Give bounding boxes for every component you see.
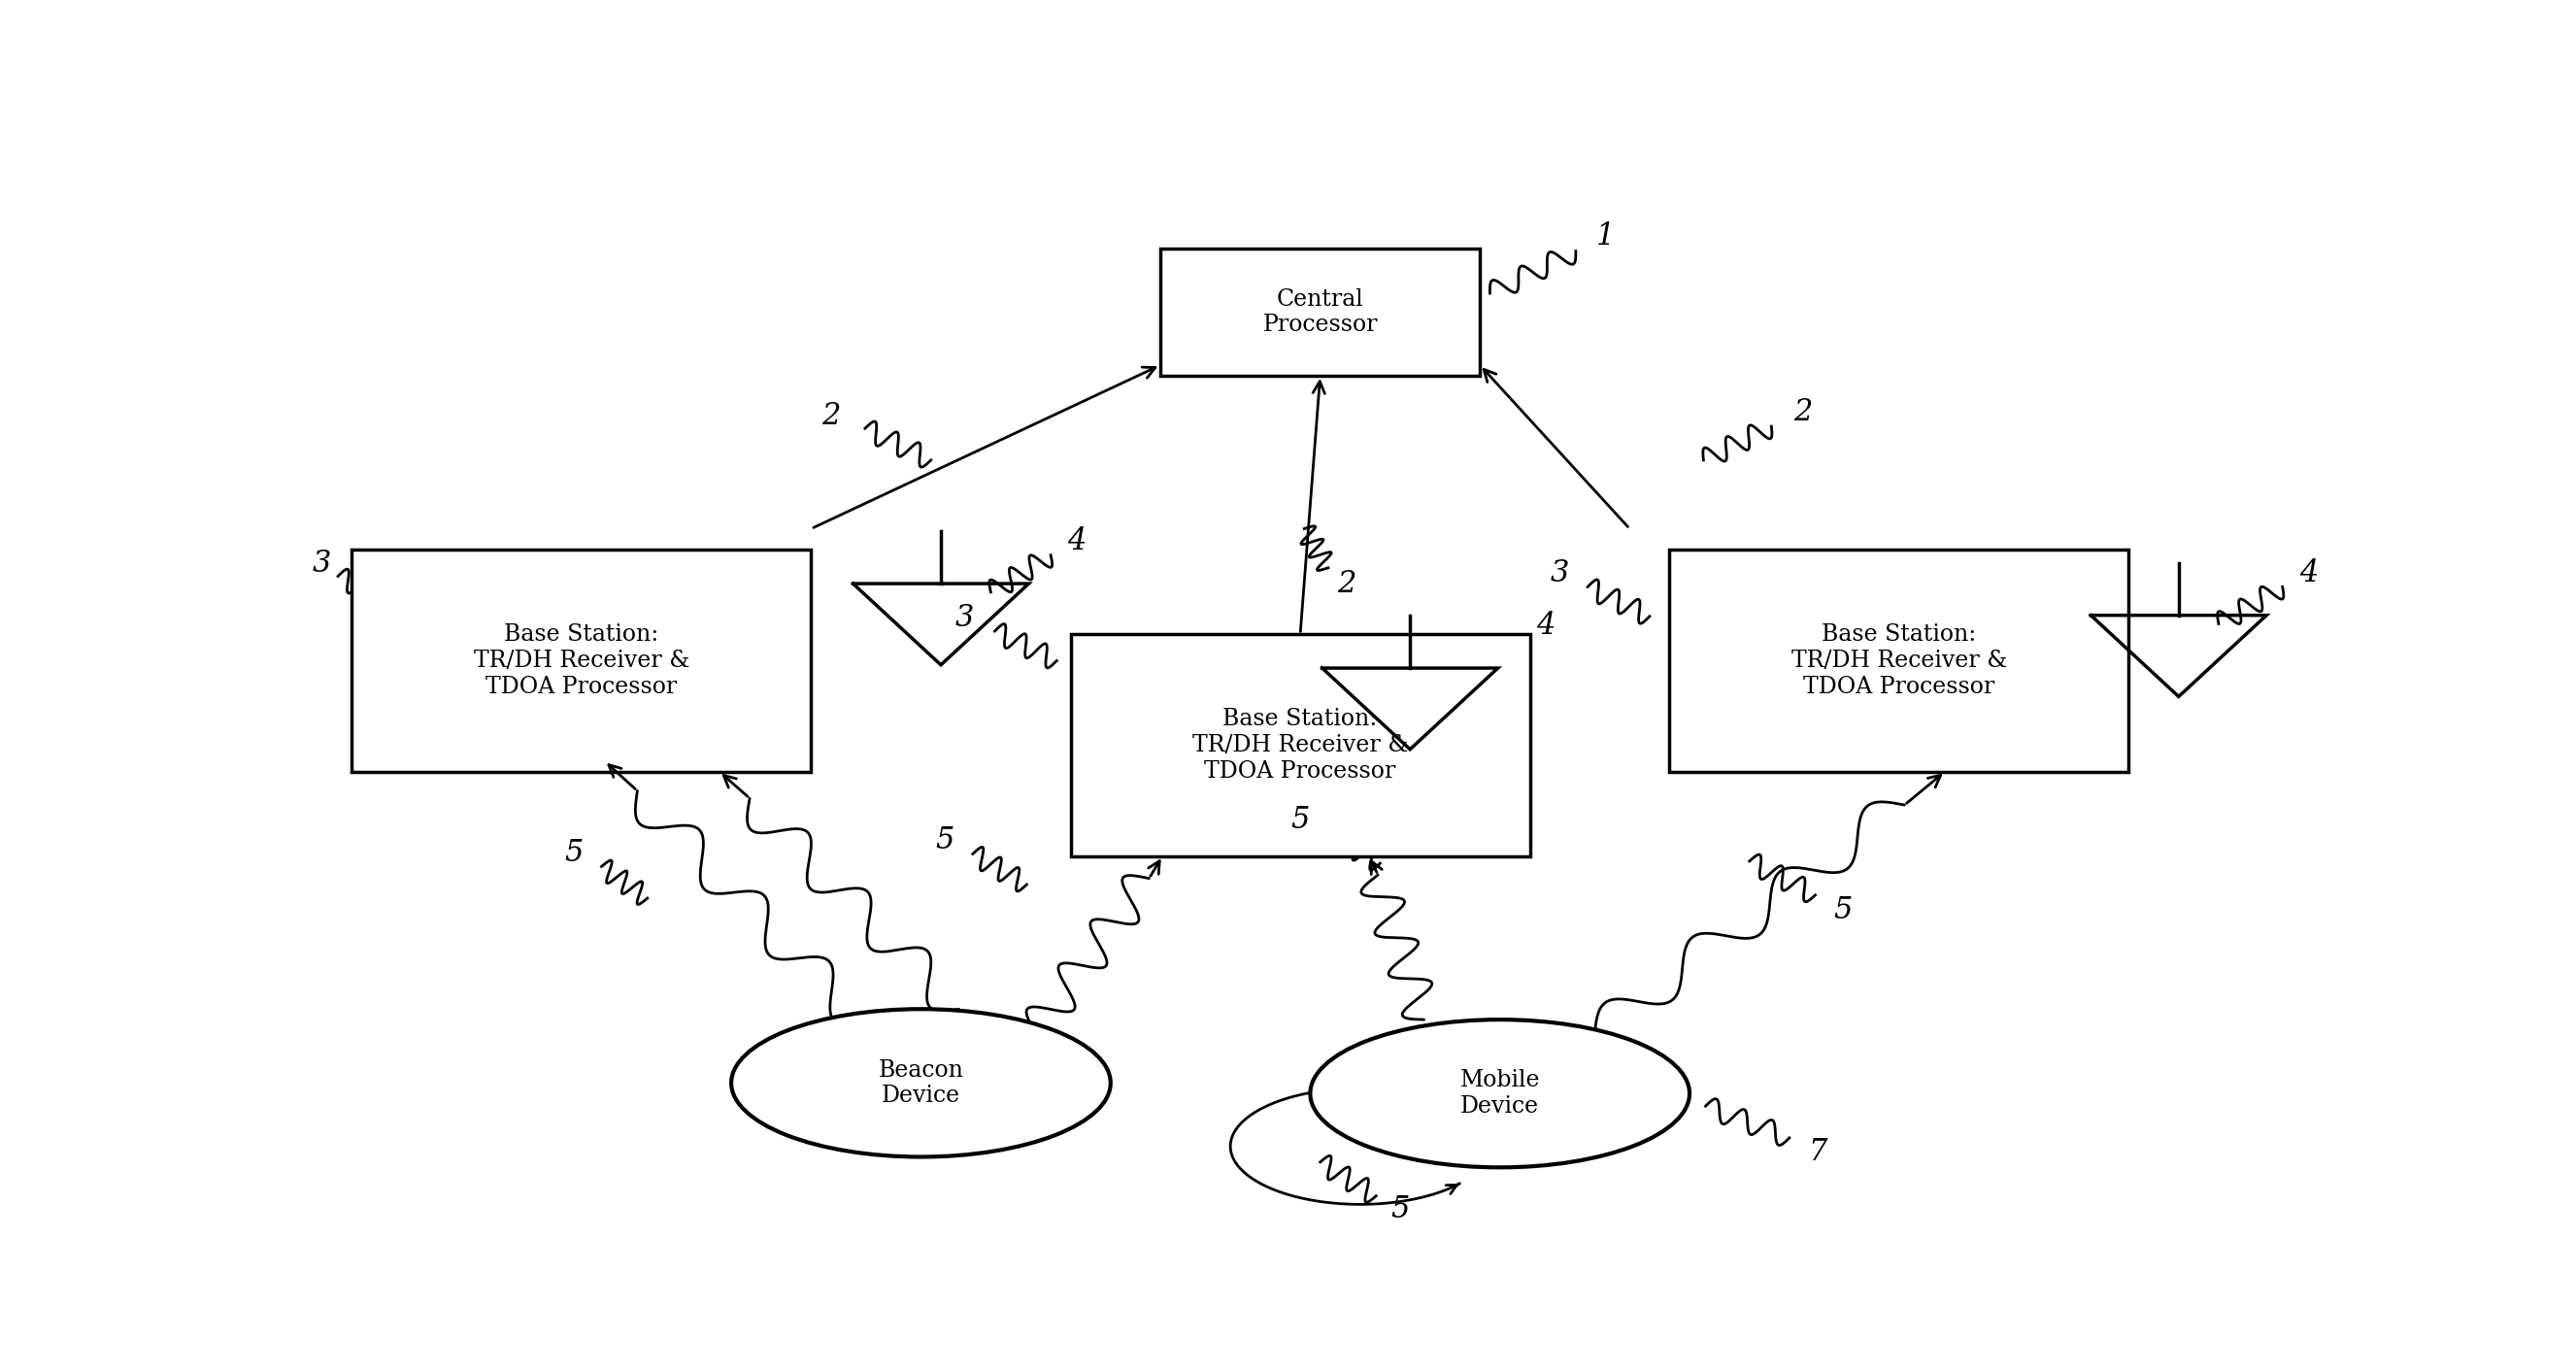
Text: 3: 3 [956, 603, 974, 633]
Text: 4: 4 [1066, 526, 1087, 557]
Text: 5: 5 [935, 825, 953, 856]
Text: 3: 3 [312, 548, 332, 579]
Text: Beacon
Device: Beacon Device [878, 1058, 963, 1106]
Text: 4: 4 [1535, 611, 1556, 640]
Text: Base Station:
TR/DH Receiver &
TDOA Processor: Base Station: TR/DH Receiver & TDOA Proc… [1193, 709, 1409, 781]
Text: 3: 3 [1551, 558, 1569, 588]
Text: Base Station:
TR/DH Receiver &
TDOA Processor: Base Station: TR/DH Receiver & TDOA Proc… [1790, 624, 2007, 698]
Ellipse shape [732, 1009, 1110, 1157]
Text: Central
Processor: Central Processor [1262, 288, 1378, 336]
Text: 5: 5 [1391, 1194, 1409, 1224]
Text: 5: 5 [1291, 805, 1309, 835]
Ellipse shape [1311, 1020, 1690, 1168]
Text: 4: 4 [2298, 558, 2318, 588]
Text: 2: 2 [822, 400, 840, 430]
Text: 5: 5 [564, 838, 582, 868]
Text: 2: 2 [1793, 398, 1814, 428]
FancyBboxPatch shape [1159, 250, 1479, 376]
Text: Base Station:
TR/DH Receiver &
TDOA Processor: Base Station: TR/DH Receiver & TDOA Proc… [474, 624, 690, 698]
Text: 2: 2 [1337, 569, 1355, 599]
Text: Mobile
Device: Mobile Device [1461, 1069, 1540, 1117]
FancyBboxPatch shape [1669, 550, 2128, 772]
FancyBboxPatch shape [1072, 635, 1530, 856]
Text: 7: 7 [1808, 1137, 1826, 1167]
Text: 1: 1 [1597, 221, 1615, 251]
FancyBboxPatch shape [353, 550, 811, 772]
Text: 5: 5 [1834, 895, 1852, 925]
